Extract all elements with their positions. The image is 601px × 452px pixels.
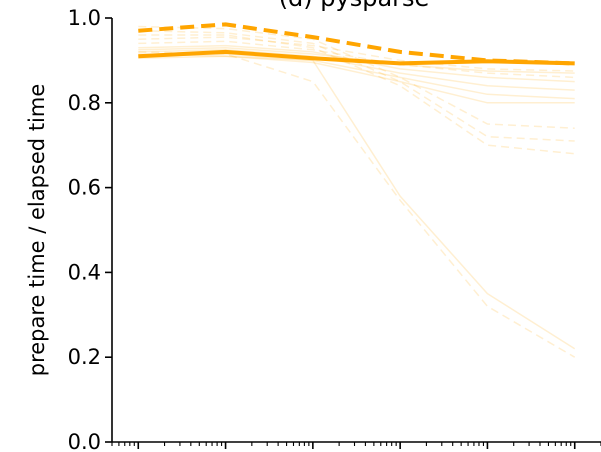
y-axis-label: prepare time / elapsed time [25, 84, 49, 377]
series-layer [138, 22, 576, 358]
series-line-2 [138, 53, 576, 350]
y-tick-label: 0.2 [68, 345, 101, 369]
chart-title: (d) pysparse [279, 0, 430, 12]
series-line-3 [138, 51, 576, 358]
series-line-6 [138, 34, 575, 155]
series-line-12 [138, 40, 575, 79]
y-tick-label: 0.4 [68, 260, 101, 284]
y-tick-label: 1.0 [68, 6, 101, 30]
series-line-4 [138, 25, 575, 129]
y-tick-label: 0.0 [68, 430, 101, 452]
x-ticks [111, 442, 601, 449]
series-line-11 [138, 36, 575, 72]
series-line-8 [138, 49, 575, 91]
series-line-10 [138, 55, 575, 104]
y-tick-label: 0.8 [68, 91, 101, 115]
y-ticks: 0.0 0.2 0.4 0.6 0.8 1.0 [68, 6, 112, 452]
series-line-1 [138, 22, 575, 66]
y-tick-label: 0.6 [68, 176, 101, 200]
